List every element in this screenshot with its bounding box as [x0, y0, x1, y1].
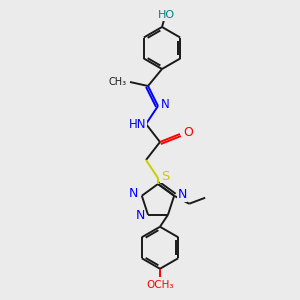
Text: S: S [161, 169, 169, 182]
Text: HN: HN [129, 118, 147, 130]
Text: O: O [183, 127, 193, 140]
Text: HO: HO [158, 10, 175, 20]
Text: N: N [178, 188, 187, 201]
Text: N: N [135, 209, 145, 222]
Text: N: N [160, 98, 169, 110]
Text: N: N [129, 187, 139, 200]
Text: CH₃: CH₃ [109, 77, 127, 87]
Text: OCH₃: OCH₃ [146, 280, 174, 290]
